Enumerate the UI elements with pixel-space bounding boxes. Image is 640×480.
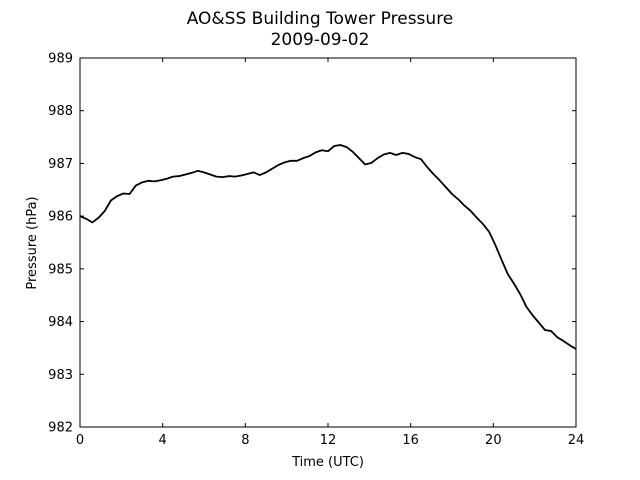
x-tick-label: 20 [485, 433, 502, 448]
y-tick-label: 988 [48, 104, 73, 119]
x-tick-label: 0 [76, 433, 84, 448]
y-tick-label: 982 [48, 421, 73, 436]
x-tick-label: 12 [320, 433, 337, 448]
y-tick-label: 987 [48, 157, 73, 172]
x-tick-label: 8 [241, 433, 249, 448]
y-tick-label: 983 [48, 368, 73, 383]
chart-title: AO&SS Building Tower Pressure [187, 9, 454, 29]
y-tick-label: 989 [48, 52, 73, 67]
chart-subtitle: 2009-09-02 [271, 30, 370, 50]
axis-ticks: 0 4 8 12 16 20 24 982 983 984 985 986 987 988 989 [48, 52, 584, 449]
x-tick-label: 4 [159, 433, 167, 448]
plot-area-frame [79, 57, 577, 428]
pressure-series-line [79, 144, 577, 350]
x-axis-label: Time (UTC) [291, 455, 364, 470]
y-tick-label: 984 [48, 315, 73, 330]
y-tick-label: 985 [48, 262, 73, 277]
x-tick-label: 24 [568, 433, 585, 448]
x-tick-label: 16 [402, 433, 419, 448]
y-tick-label: 986 [48, 210, 73, 225]
y-axis-label: Pressure (hPa) [25, 196, 40, 289]
